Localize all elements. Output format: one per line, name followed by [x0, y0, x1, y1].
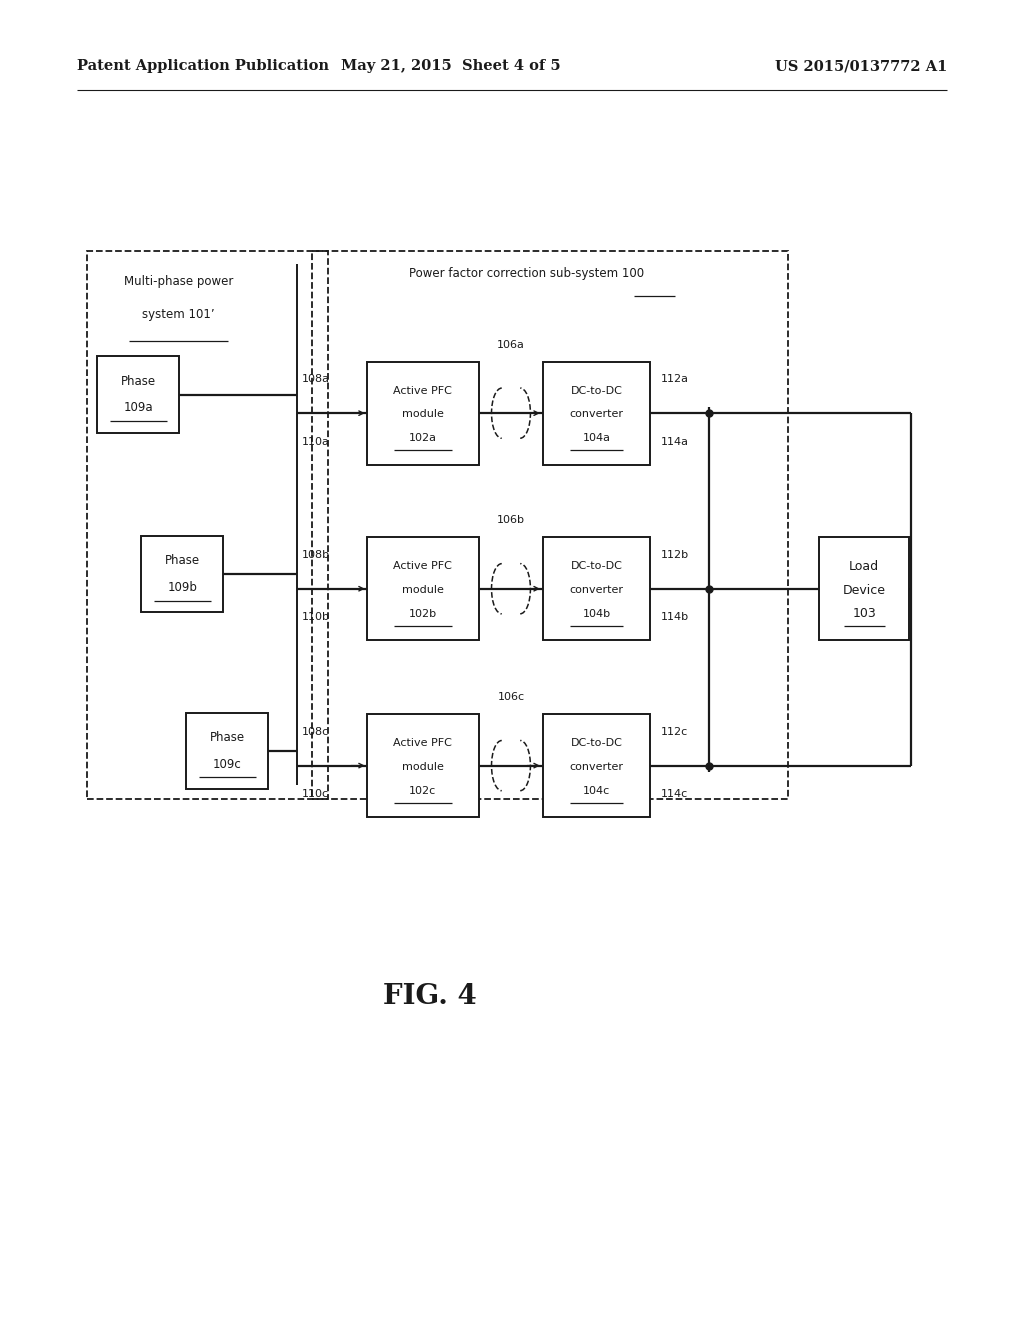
Text: 108c: 108c [302, 726, 330, 737]
Text: DC-to-DC: DC-to-DC [570, 738, 623, 748]
Bar [312, 251, 788, 799]
Text: Active PFC: Active PFC [393, 738, 453, 748]
Text: 106a: 106a [497, 339, 525, 350]
Text: Phase: Phase [165, 554, 200, 568]
Text: 104c: 104c [583, 785, 610, 796]
Text: 106b: 106b [497, 515, 525, 525]
Bar [367, 714, 479, 817]
Bar [543, 362, 650, 465]
Bar [543, 714, 650, 817]
Text: Load: Load [849, 560, 880, 573]
Text: 110c: 110c [302, 789, 329, 800]
Text: 114a: 114a [660, 437, 688, 447]
Text: Device: Device [843, 583, 886, 597]
Text: 104a: 104a [583, 433, 610, 444]
Text: Active PFC: Active PFC [393, 561, 453, 572]
Bar [87, 251, 328, 799]
Text: Phase: Phase [121, 375, 156, 388]
Text: module: module [402, 585, 443, 595]
Text: Active PFC: Active PFC [393, 385, 453, 396]
Text: 114c: 114c [660, 789, 688, 800]
Text: 112b: 112b [660, 549, 688, 560]
Bar [141, 536, 223, 612]
Text: 102b: 102b [409, 609, 437, 619]
Text: May 21, 2015  Sheet 4 of 5: May 21, 2015 Sheet 4 of 5 [341, 59, 560, 74]
Bar [186, 713, 268, 789]
Text: Multi-phase power: Multi-phase power [124, 275, 233, 288]
Text: 110a: 110a [302, 437, 330, 447]
Text: 109b: 109b [167, 581, 198, 594]
Bar [97, 356, 179, 433]
Text: 102c: 102c [410, 785, 436, 796]
Bar [819, 537, 909, 640]
Text: 114b: 114b [660, 612, 688, 623]
Text: 106c: 106c [498, 692, 524, 702]
Text: 112a: 112a [660, 374, 688, 384]
Text: module: module [402, 762, 443, 772]
Text: 108a: 108a [302, 374, 330, 384]
Bar [367, 362, 479, 465]
Text: 112c: 112c [660, 726, 688, 737]
Text: converter: converter [569, 409, 624, 420]
Text: Power factor correction sub-system 100: Power factor correction sub-system 100 [409, 267, 644, 280]
Text: Patent Application Publication: Patent Application Publication [77, 59, 329, 74]
Text: 108b: 108b [302, 549, 330, 560]
Bar [543, 537, 650, 640]
Text: DC-to-DC: DC-to-DC [570, 385, 623, 396]
Text: FIG. 4: FIG. 4 [383, 983, 477, 1010]
Text: 109c: 109c [213, 758, 242, 771]
Text: 103: 103 [852, 607, 877, 620]
Bar [367, 537, 479, 640]
Text: Phase: Phase [210, 731, 245, 744]
Text: converter: converter [569, 585, 624, 595]
Text: module: module [402, 409, 443, 420]
Text: 104b: 104b [583, 609, 610, 619]
Text: converter: converter [569, 762, 624, 772]
Text: 109a: 109a [124, 401, 153, 414]
Text: system 101’: system 101’ [142, 308, 215, 321]
Text: 102a: 102a [409, 433, 437, 444]
Text: US 2015/0137772 A1: US 2015/0137772 A1 [775, 59, 947, 74]
Text: DC-to-DC: DC-to-DC [570, 561, 623, 572]
Text: 110b: 110b [302, 612, 330, 623]
